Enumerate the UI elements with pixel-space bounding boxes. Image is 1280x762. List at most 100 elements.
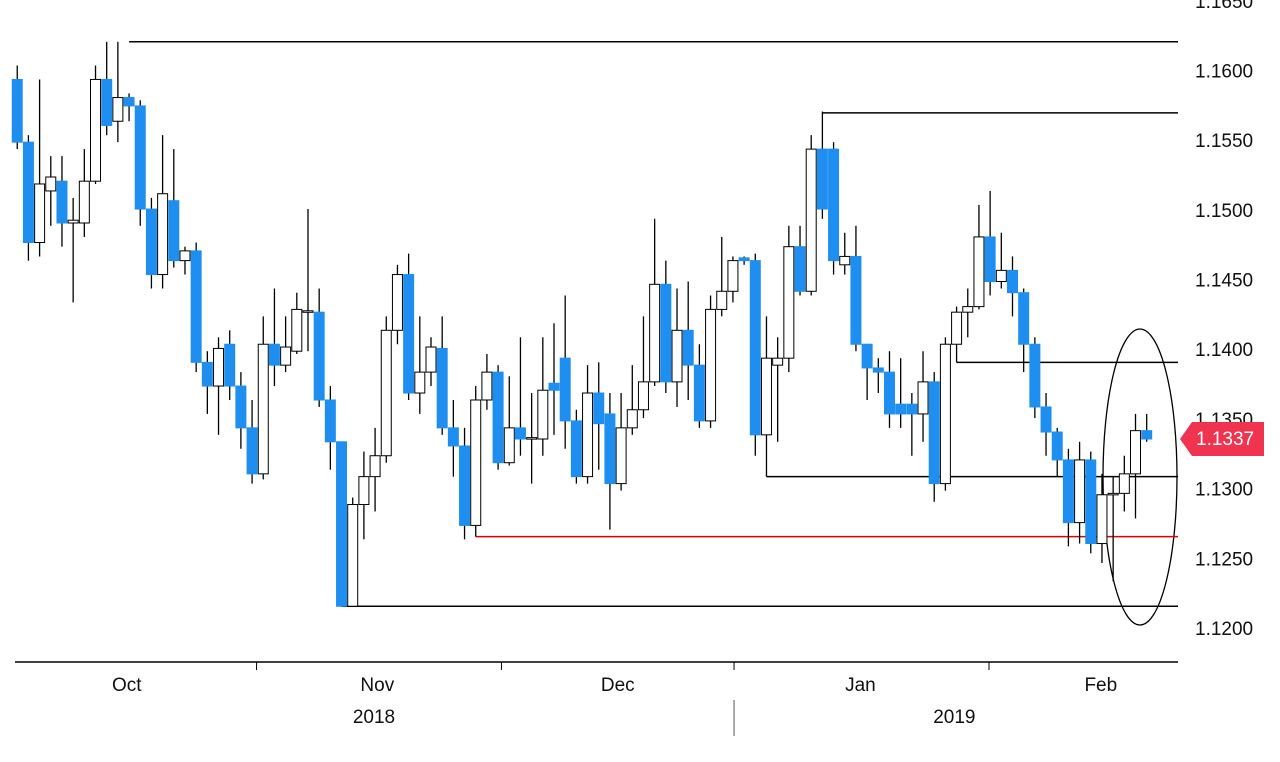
candle-body	[772, 357, 784, 366]
candle-body	[861, 343, 873, 369]
y-tick-label: 1.1450	[1195, 271, 1253, 292]
candle-body	[626, 409, 638, 429]
candle-body	[22, 141, 34, 244]
candle-body	[1040, 406, 1052, 433]
candle-body	[201, 361, 213, 387]
candle-body	[391, 274, 403, 331]
candle-body	[951, 311, 963, 345]
candle-body	[872, 367, 884, 373]
candle-body	[67, 219, 79, 224]
candle-body	[324, 399, 336, 443]
candle-body	[1029, 343, 1041, 408]
candle-body	[134, 105, 146, 210]
candle-body	[414, 371, 426, 394]
candle-body	[783, 246, 795, 359]
candle-body	[716, 290, 728, 310]
candle-body	[157, 193, 169, 276]
candle-body	[470, 399, 482, 526]
candle-body	[34, 183, 46, 244]
candle-body	[112, 97, 124, 122]
candle-body	[973, 236, 985, 308]
candle-body	[906, 403, 918, 415]
candle-body	[671, 329, 683, 383]
candle-body	[850, 255, 862, 345]
candle-body	[1096, 494, 1108, 545]
candle-body	[358, 476, 370, 506]
candle-body	[213, 347, 225, 387]
candle-body	[302, 310, 314, 313]
candle-body	[995, 269, 1007, 283]
candle-body	[548, 382, 560, 391]
month-label: Feb	[1084, 675, 1117, 696]
candle-body	[369, 455, 381, 478]
y-tick-label: 1.1550	[1195, 131, 1253, 152]
candle-body	[101, 78, 113, 126]
y-tick-label: 1.1650	[1195, 0, 1253, 13]
candle-body	[962, 306, 974, 313]
month-label: Jan	[845, 675, 876, 696]
candle-body	[1130, 430, 1142, 475]
candle-body	[839, 255, 851, 266]
candle-body	[492, 371, 504, 464]
candle-body	[526, 437, 538, 440]
y-tick-label: 1.1600	[1195, 61, 1253, 82]
candle-body	[168, 200, 180, 262]
candle-body	[593, 392, 605, 425]
year-label: 2018	[353, 707, 395, 728]
candle-body	[582, 392, 594, 478]
candle-body	[481, 371, 493, 401]
candle-body	[347, 504, 359, 607]
candle-body	[1141, 430, 1153, 440]
candle-body	[794, 246, 806, 292]
candle-body	[749, 260, 761, 436]
candle-body	[693, 364, 705, 422]
candle-body	[123, 97, 135, 107]
candle-body	[145, 208, 157, 276]
candle-body	[939, 343, 951, 485]
candle-body	[257, 343, 269, 475]
candle-body	[615, 427, 627, 485]
candle-body	[336, 441, 348, 607]
candle-body	[503, 427, 515, 464]
candle-body	[179, 250, 191, 262]
candle-body	[727, 260, 739, 292]
candle-body	[705, 308, 717, 422]
candle-body	[1074, 459, 1086, 524]
candle-body	[425, 346, 437, 373]
candle-body	[760, 357, 772, 436]
candle-body	[280, 346, 292, 366]
y-tick-label: 1.1300	[1195, 480, 1253, 501]
candle-body	[313, 311, 325, 401]
candle-body	[682, 329, 694, 366]
candle-body	[1107, 492, 1119, 496]
candle-body	[436, 347, 448, 429]
candle-body	[895, 403, 907, 415]
candle-body	[403, 274, 415, 394]
price-tag	[1180, 422, 1264, 457]
candle-body	[56, 180, 68, 224]
y-tick-label: 1.1200	[1195, 619, 1253, 640]
candle-body	[805, 148, 817, 292]
candle-body	[45, 176, 57, 192]
year-label: 2019	[933, 707, 975, 728]
candle-body	[1118, 473, 1130, 494]
candle-body	[380, 329, 392, 457]
candle-body	[268, 343, 280, 366]
month-label: Oct	[112, 675, 142, 696]
candle-body	[604, 413, 616, 485]
month-label: Nov	[360, 675, 394, 696]
candle-body	[816, 148, 828, 210]
candle-body	[828, 148, 840, 262]
candle-body	[459, 445, 471, 526]
candle-body	[928, 381, 940, 485]
candle-body	[537, 389, 549, 440]
candle-body	[90, 78, 102, 182]
candle-body	[1062, 459, 1074, 524]
candle-body	[637, 381, 649, 411]
candle-body	[291, 308, 303, 352]
price-tag-label: 1.1337	[1196, 429, 1254, 450]
candle-body	[78, 180, 90, 224]
candle-body	[1018, 292, 1030, 345]
candle-body	[1051, 431, 1063, 461]
